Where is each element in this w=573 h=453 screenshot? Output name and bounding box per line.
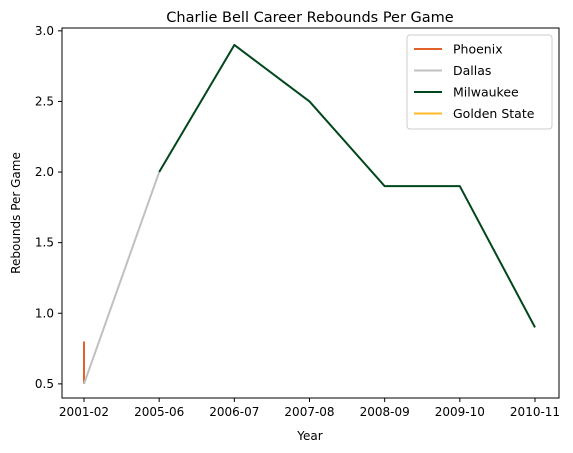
y-tick-label: 1.5 <box>35 236 54 250</box>
x-tick-label: 2008-09 <box>360 405 410 419</box>
y-tick-label: 2.0 <box>35 165 54 179</box>
y-axis-label: Rebounds Per Game <box>9 152 23 274</box>
series-layer <box>83 43 536 385</box>
y-tick-label: 3.0 <box>35 24 54 38</box>
x-tick-label: 2007-08 <box>284 405 334 419</box>
series-line-dallas <box>83 171 161 385</box>
x-tick-label: 2005-06 <box>134 405 184 419</box>
plot-frame <box>61 27 560 399</box>
legend-label: Phoenix <box>453 42 503 57</box>
legend-label: Dallas <box>453 63 491 78</box>
x-tick-label: 2009-10 <box>435 405 485 419</box>
y-tick-label: 0.5 <box>35 377 54 391</box>
legend-label: Golden State <box>453 106 535 121</box>
x-tick-label: 2001-02 <box>59 405 109 419</box>
y-tick-label: 2.5 <box>35 94 54 108</box>
x-tick-label: 2006-07 <box>209 405 259 419</box>
legend-label: Milwaukee <box>453 85 519 100</box>
legend: Phoenix Dallas Milwaukee Golden State <box>406 34 553 130</box>
x-tick-label: 2010-11 <box>510 405 560 419</box>
y-tick-label: 1.0 <box>35 306 54 320</box>
series-line-milwaukee <box>158 43 536 328</box>
x-axis: 2001-02 2005-06 2006-07 2007-08 2008-09 2009-… <box>59 398 560 419</box>
chart-title: Charlie Bell Career Rebounds Per Game <box>166 10 453 26</box>
x-axis-label: Year <box>296 429 322 443</box>
y-axis: 0.5 1.0 1.5 2.0 2.5 3.0 <box>35 24 62 391</box>
legend-box <box>406 34 553 130</box>
